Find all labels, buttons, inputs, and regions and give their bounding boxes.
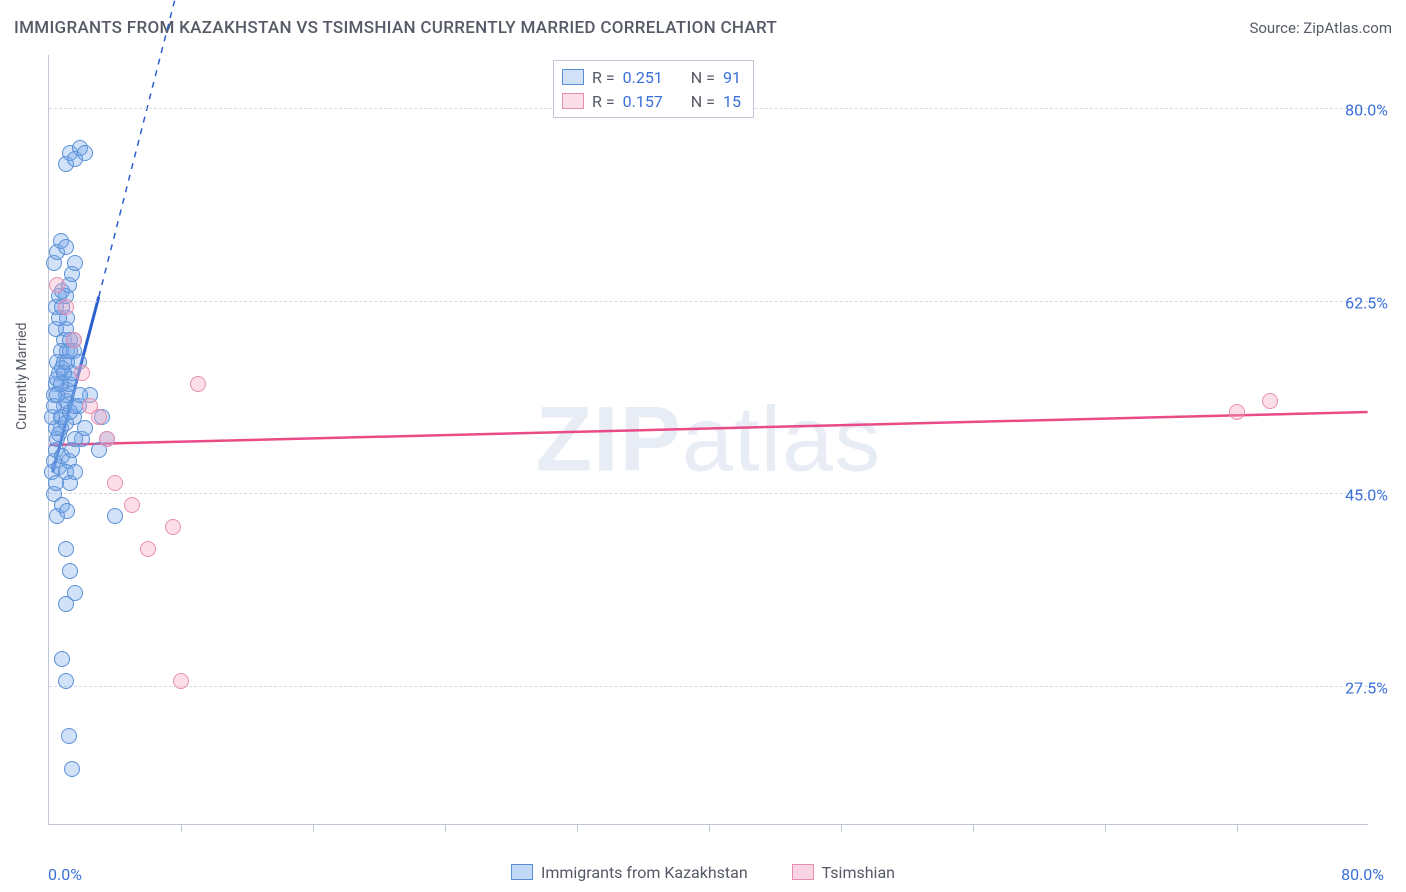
legend-r-label: R = <box>592 92 615 111</box>
x-min-label: 0.0% <box>48 865 82 884</box>
data-point <box>58 541 74 557</box>
data-point <box>77 145 93 161</box>
legend-n-label: N = <box>691 92 715 111</box>
legend-r-value-0: 0.251 <box>623 68 663 87</box>
data-point <box>91 409 107 425</box>
x-tick <box>313 824 314 832</box>
x-tick <box>181 824 182 832</box>
x-max-label: 80.0% <box>1341 865 1384 884</box>
watermark: ZIPatlas <box>536 387 881 492</box>
data-point <box>173 673 189 689</box>
legend-row-0: R = 0.251 N = 91 <box>562 65 741 89</box>
x-tick <box>973 824 974 832</box>
legend-r-value-1: 0.157 <box>623 92 663 111</box>
legend-top: R = 0.251 N = 91 R = 0.157 N = 15 <box>553 60 754 118</box>
data-point <box>67 255 83 271</box>
data-point <box>190 376 206 392</box>
data-point <box>67 464 83 480</box>
legend-r-label: R = <box>592 68 615 87</box>
data-point <box>107 508 123 524</box>
data-point <box>107 475 123 491</box>
legend-row-1: R = 0.157 N = 15 <box>562 89 741 113</box>
data-point <box>140 541 156 557</box>
x-tick <box>1105 824 1106 832</box>
gridline-h <box>49 301 1368 302</box>
legend-n-value-1: 15 <box>723 92 741 111</box>
data-point <box>58 239 74 255</box>
gridline-h <box>49 493 1368 494</box>
y-tick-label: 27.5% <box>1345 678 1388 697</box>
data-point <box>58 673 74 689</box>
data-point <box>61 728 77 744</box>
x-tick <box>709 824 710 832</box>
legend-bottom: Immigrants from Kazakhstan Tsimshian <box>0 863 1406 885</box>
data-point <box>165 519 181 535</box>
x-tick <box>445 824 446 832</box>
data-point <box>99 431 115 447</box>
legend-bottom-label-0: Immigrants from Kazakhstan <box>541 863 748 882</box>
scatter-plot: ZIPatlas <box>48 55 1368 825</box>
data-point <box>59 503 75 519</box>
gridline-h <box>49 686 1368 687</box>
regression-lines <box>49 55 1368 824</box>
data-point <box>64 761 80 777</box>
data-point <box>49 277 65 293</box>
source-label: Source: ZipAtlas.com <box>1249 19 1392 37</box>
legend-swatch-1 <box>562 93 584 109</box>
y-tick-label: 45.0% <box>1345 486 1388 505</box>
x-tick <box>841 824 842 832</box>
legend-swatch <box>511 864 533 880</box>
data-point <box>62 563 78 579</box>
legend-n-value-0: 91 <box>723 68 741 87</box>
data-point <box>67 431 83 447</box>
y-tick-label: 62.5% <box>1345 293 1388 312</box>
chart-title: IMMIGRANTS FROM KAZAKHSTAN VS TSIMSHIAN … <box>14 18 777 38</box>
x-tick <box>577 824 578 832</box>
data-point <box>54 651 70 667</box>
legend-bottom-item-0: Immigrants from Kazakhstan <box>511 863 748 882</box>
data-point <box>1229 404 1245 420</box>
data-point <box>74 365 90 381</box>
legend-bottom-label-1: Tsimshian <box>822 863 895 882</box>
data-point <box>124 497 140 513</box>
legend-swatch <box>792 864 814 880</box>
legend-bottom-item-1: Tsimshian <box>792 863 895 882</box>
legend-swatch-0 <box>562 69 584 85</box>
title-bar: IMMIGRANTS FROM KAZAKHSTAN VS TSIMSHIAN … <box>14 18 1392 38</box>
data-point <box>58 596 74 612</box>
y-axis-label: Currently Married <box>14 323 30 430</box>
x-tick <box>1237 824 1238 832</box>
y-tick-label: 80.0% <box>1345 101 1388 120</box>
legend-n-label: N = <box>691 68 715 87</box>
data-point <box>66 332 82 348</box>
data-point <box>58 299 74 315</box>
data-point <box>1262 393 1278 409</box>
